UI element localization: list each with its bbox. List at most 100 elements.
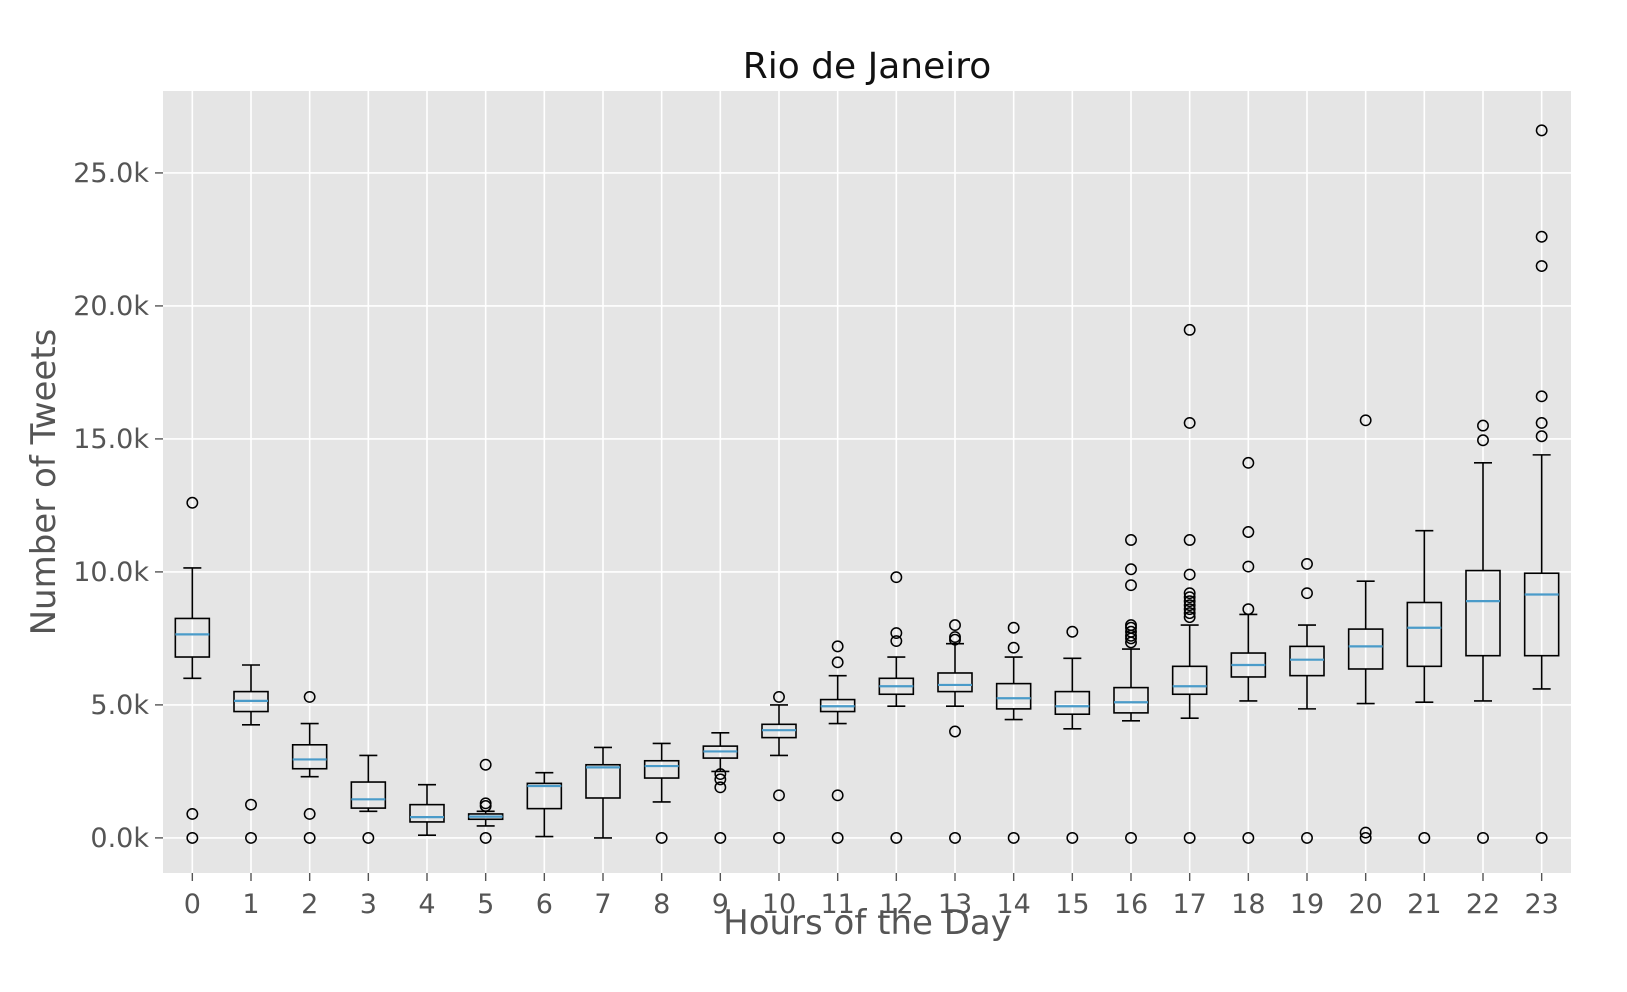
x-tick-label: 1	[242, 889, 259, 920]
outlier-point	[1535, 417, 1548, 429]
outlier-point	[1183, 323, 1196, 336]
box-hour-11	[819, 640, 856, 844]
outlier-point	[1007, 641, 1020, 654]
box-hour-15	[1054, 625, 1091, 844]
outlier-point	[1242, 526, 1255, 538]
x-tick-label: 10	[762, 889, 796, 920]
iqr-box	[937, 672, 973, 693]
box-hour-14	[995, 621, 1032, 844]
outlier-point	[245, 798, 257, 811]
y-tick-label: 10.0k	[73, 557, 149, 588]
outlier-point	[1477, 831, 1489, 844]
outlier-point	[186, 831, 199, 844]
outlier-point	[949, 725, 961, 738]
outlier-point	[949, 633, 961, 646]
iqr-box	[1113, 686, 1149, 714]
outlier-point	[1359, 826, 1372, 839]
outlier-point	[479, 800, 492, 812]
y-tick-label: 15.0k	[73, 424, 149, 455]
x-tick-label: 15	[1055, 889, 1089, 920]
outlier-point	[890, 571, 903, 584]
y-tick-label: 20.0k	[73, 291, 149, 322]
iqr-box	[1054, 690, 1091, 716]
outlier-point	[831, 831, 844, 844]
outlier-point	[1125, 831, 1137, 844]
outlier-point	[1301, 831, 1313, 844]
x-tick-label: 16	[1114, 889, 1148, 920]
outlier-point	[1535, 124, 1548, 137]
outlier-point	[186, 808, 199, 820]
outlier-point	[1007, 831, 1020, 844]
outlier-point	[245, 831, 257, 844]
outlier-point	[1242, 560, 1255, 573]
box-hour-6	[526, 771, 563, 838]
box-hour-1	[233, 664, 269, 844]
iqr-box	[409, 803, 445, 823]
box-hour-23	[1523, 124, 1560, 844]
iqr-box	[291, 743, 328, 770]
x-tick-label: 8	[653, 889, 670, 920]
x-tick-label: 12	[879, 889, 913, 920]
outlier-point	[1359, 414, 1372, 427]
outlier-point	[655, 831, 668, 844]
outlier-point	[714, 781, 727, 794]
iqr-box	[526, 782, 563, 810]
box-hour-9	[702, 732, 739, 844]
outlier-point	[1477, 419, 1489, 432]
outlier-point	[831, 789, 844, 802]
iqr-box	[350, 781, 387, 809]
outlier-point	[949, 831, 961, 844]
y-tick-label: 5.0k	[90, 690, 149, 721]
iqr-box	[1171, 665, 1208, 696]
outlier-point	[1418, 831, 1431, 844]
outlier-point	[1535, 430, 1548, 443]
x-tick-label: 9	[712, 889, 729, 920]
outlier-point	[303, 808, 316, 820]
outlier-point	[1242, 456, 1255, 469]
iqr-box	[1347, 628, 1384, 670]
iqr-box	[995, 682, 1032, 710]
iqr-box	[1465, 569, 1501, 657]
outlier-point	[1183, 417, 1196, 429]
iqr-box	[1289, 645, 1325, 677]
iqr-box	[585, 763, 621, 799]
x-tick-label: 4	[418, 889, 435, 920]
outlier-point	[1535, 831, 1548, 844]
x-tick-label: 7	[594, 889, 611, 920]
outlier-point	[1535, 390, 1548, 403]
x-tick-label: 20	[1348, 889, 1382, 920]
outlier-point	[890, 831, 903, 844]
box-hour-3	[350, 754, 387, 844]
box-hour-21	[1406, 529, 1443, 844]
x-tick-label: 13	[938, 889, 972, 920]
outlier-point	[1125, 534, 1137, 546]
box-hour-2	[291, 690, 328, 844]
outlier-point	[1242, 831, 1255, 844]
box-hour-12	[878, 571, 915, 844]
outlier-point	[479, 831, 492, 844]
outlier-point	[890, 627, 903, 640]
outlier-point	[1125, 636, 1137, 649]
outlier-point	[1183, 534, 1196, 546]
outlier-point	[1125, 563, 1137, 576]
outlier-point	[1183, 603, 1196, 616]
x-axis-label: Hours of the Day	[723, 903, 1011, 943]
outlier-point	[1183, 831, 1196, 844]
box-hour-16	[1113, 534, 1149, 844]
box-hour-13	[937, 619, 973, 844]
outlier-point	[1535, 230, 1548, 243]
outlier-point	[1183, 591, 1196, 604]
x-tick-label: 3	[360, 889, 377, 920]
x-tick-label: 22	[1466, 889, 1500, 920]
outlier-point	[1301, 557, 1313, 570]
box-hour-7	[585, 746, 621, 839]
box-hour-5	[467, 758, 504, 844]
box-hour-22	[1465, 419, 1501, 844]
x-tick-label: 18	[1231, 889, 1265, 920]
outlier-point	[773, 831, 785, 844]
box-hour-17	[1171, 323, 1208, 844]
outlier-point	[831, 656, 844, 669]
iqr-box	[643, 759, 680, 779]
